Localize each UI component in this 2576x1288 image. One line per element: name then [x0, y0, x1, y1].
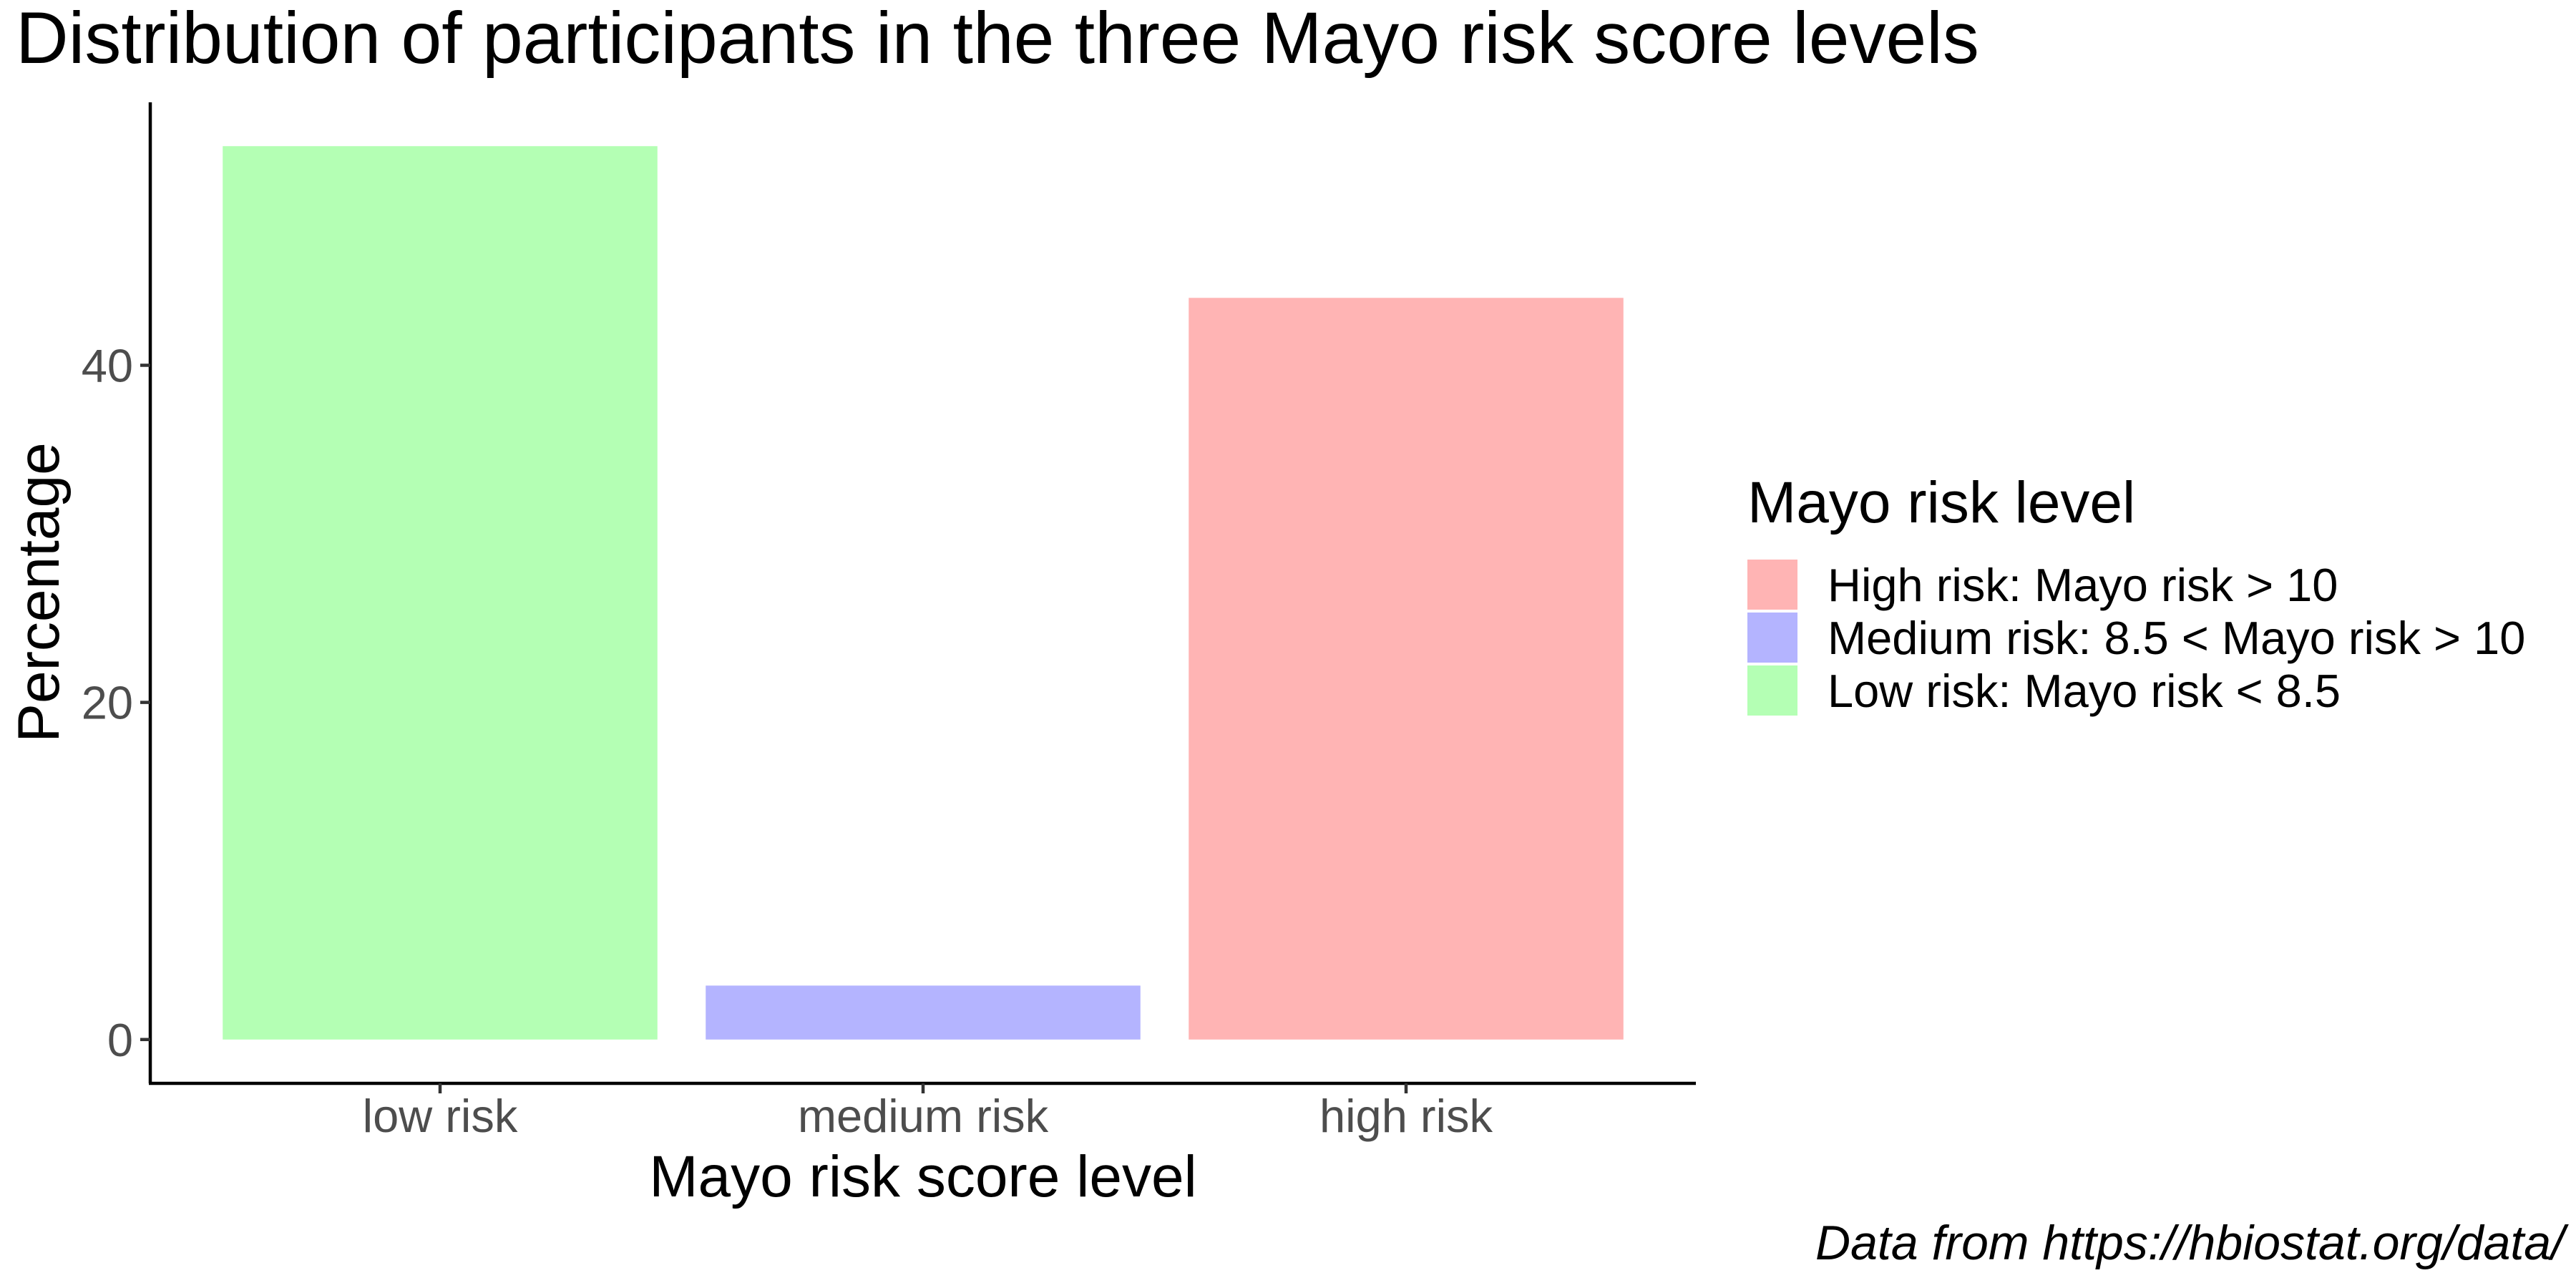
y-axis-ticks: 0 20 40: [82, 339, 150, 1066]
legend: Mayo risk level High risk: Mayo risk > 1…: [1747, 470, 2525, 717]
y-tick-label: 0: [107, 1014, 133, 1066]
y-tick-label: 40: [82, 339, 133, 391]
y-tick-label: 20: [82, 677, 133, 729]
x-tick-label: high risk: [1319, 1090, 1493, 1142]
data-source-caption: Data from https://hbiostat.org/data/: [1815, 1216, 2569, 1270]
legend-label: High risk: Mayo risk > 10: [1828, 559, 2338, 611]
bar-high-risk: [1189, 298, 1624, 1040]
legend-key: [1747, 665, 1797, 716]
plot-area: [223, 146, 1624, 1040]
y-axis-title: Percentage: [6, 442, 72, 742]
legend-label: Low risk: Mayo risk < 8.5: [1828, 665, 2341, 717]
x-tick-label: low risk: [363, 1090, 518, 1142]
chart-title: Distribution of participants in the thre…: [16, 0, 1979, 79]
legend-label: Medium risk: 8.5 < Mayo risk > 10: [1828, 612, 2525, 664]
legend-key: [1747, 560, 1797, 610]
bar-medium-risk: [706, 985, 1141, 1040]
x-axis-title: Mayo risk score level: [649, 1144, 1197, 1209]
legend-title: Mayo risk level: [1747, 470, 2135, 535]
legend-key: [1747, 613, 1797, 663]
x-tick-label: medium risk: [798, 1090, 1049, 1142]
bar-low-risk: [223, 146, 658, 1040]
x-axis-ticks: low risk medium risk high risk: [363, 1083, 1493, 1142]
